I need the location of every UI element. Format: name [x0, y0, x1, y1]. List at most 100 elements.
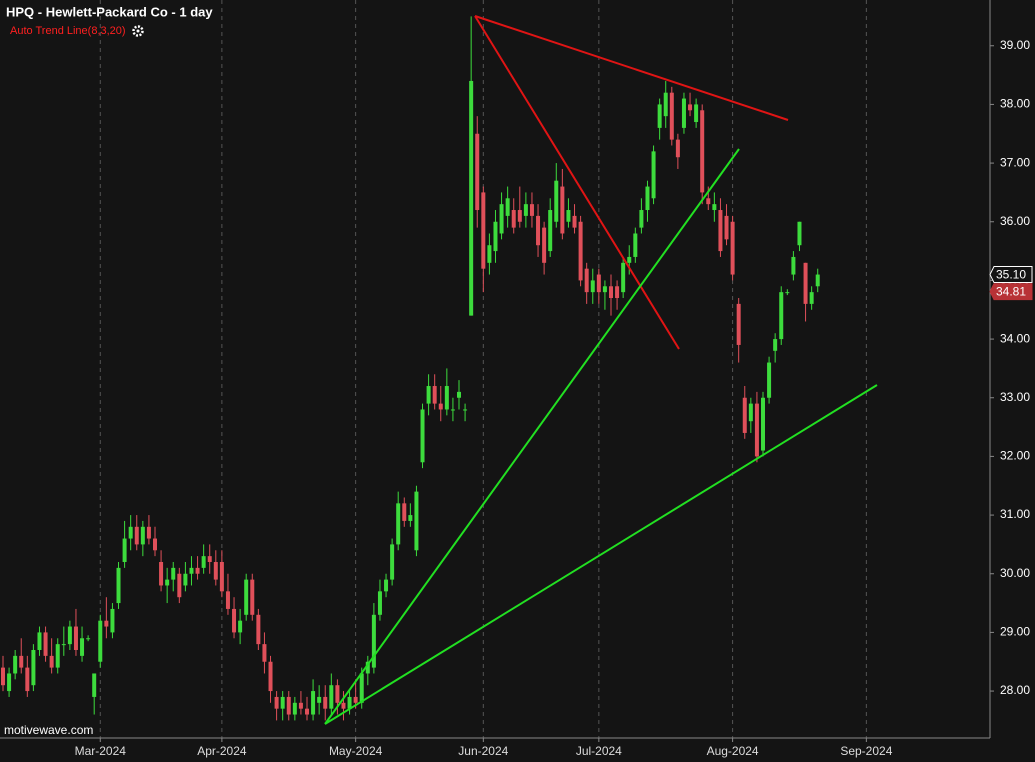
candle-body [225, 591, 230, 609]
candle-body [171, 567, 176, 580]
candle-body [86, 638, 91, 640]
y-tick-label: 29.00 [1000, 625, 1030, 639]
x-tick-label: May-2024 [329, 744, 383, 758]
trend-lines [324, 15, 878, 725]
candle-body [274, 696, 279, 709]
candle-body [517, 210, 522, 222]
candle-body [353, 696, 358, 703]
candle-body [189, 567, 194, 574]
candle-body [43, 632, 48, 656]
x-tick-label: Sep-2024 [840, 744, 892, 758]
candle-body [724, 215, 729, 240]
candle-body [67, 626, 72, 645]
y-tick-label: 36.00 [1000, 214, 1030, 228]
candle-body [219, 562, 224, 592]
candle-body [712, 204, 717, 211]
candle-body [529, 204, 534, 216]
candle-body [669, 92, 674, 140]
candle-body [159, 562, 164, 586]
candle-body [323, 696, 328, 709]
candle-body [700, 110, 705, 193]
candle-body [761, 397, 765, 451]
candle-body [773, 339, 778, 351]
candle-body [432, 386, 437, 404]
candle-body [505, 198, 510, 216]
candle-body [268, 661, 273, 692]
y-tick-label: 31.00 [1000, 507, 1030, 521]
candle-body [444, 386, 449, 410]
candle-body [511, 210, 516, 228]
settings-icon[interactable] [132, 25, 144, 37]
candle-body [98, 620, 103, 662]
watermark: motivewave.com [4, 723, 93, 737]
candle-body [238, 620, 243, 633]
candle-body [560, 186, 565, 234]
gear[interactable] [132, 25, 144, 37]
candle-body [584, 268, 589, 293]
candle-body [742, 397, 747, 433]
candle-body [341, 702, 346, 709]
candle-body [754, 403, 759, 457]
candle-body [31, 650, 36, 686]
trend-line [324, 384, 878, 725]
trend-line [474, 15, 789, 121]
candle-body [92, 673, 97, 697]
candle-body [195, 567, 200, 574]
gear-center [136, 29, 140, 33]
candle-body [694, 104, 699, 123]
candle-body [688, 104, 693, 111]
candle-body [104, 620, 109, 627]
y-tick-label: 39.00 [1000, 38, 1030, 52]
candle-body [73, 626, 78, 651]
candle-body [207, 556, 212, 563]
candle-body [815, 274, 820, 287]
candle-body [146, 526, 151, 539]
candle-body [639, 210, 644, 228]
candle-body [651, 151, 656, 199]
candle-body [463, 409, 468, 411]
candle-body [298, 702, 303, 709]
candle-body [256, 614, 261, 645]
candle-body [657, 104, 662, 128]
candle-body [779, 292, 784, 340]
candle-body [371, 614, 376, 668]
x-tick-label: Jul-2024 [576, 744, 622, 758]
chart-title: HPQ - Hewlett-Packard Co - 1 day [6, 4, 213, 19]
candle-body [450, 409, 455, 411]
candle-body [803, 262, 808, 304]
candle-body [80, 638, 85, 656]
candle-body [578, 221, 583, 281]
trend-line [324, 148, 740, 725]
candle-body [621, 262, 626, 293]
candle-body [663, 92, 668, 117]
candle-body [329, 685, 334, 709]
candle-body [110, 608, 115, 633]
candle-body [590, 280, 595, 293]
candle-body [262, 644, 267, 662]
indicator-label: Auto Trend Line(8,3,20) [10, 25, 126, 37]
candle-body [487, 245, 492, 263]
price-marker-label: 34.81 [996, 285, 1026, 299]
candle-body [232, 608, 237, 633]
price-marker-label: 35.10 [996, 268, 1026, 282]
candle-body [554, 180, 559, 222]
candle-body [675, 139, 680, 158]
candle-body [536, 215, 541, 246]
candle-body [335, 685, 340, 703]
candle-body [213, 562, 218, 580]
price-marker [989, 283, 1033, 301]
candle-body [402, 503, 407, 521]
candle-body [420, 409, 425, 463]
candle-body [748, 403, 753, 422]
candle-body [602, 286, 607, 293]
candle-body [305, 708, 309, 715]
candle-body [317, 696, 322, 703]
candle-body [426, 386, 431, 404]
x-tick-label: Jun-2024 [458, 744, 508, 758]
candle-body [767, 362, 772, 398]
candle-body [548, 210, 553, 252]
candle-body [499, 204, 504, 234]
candle-body [475, 133, 480, 211]
candle-body [116, 567, 121, 604]
